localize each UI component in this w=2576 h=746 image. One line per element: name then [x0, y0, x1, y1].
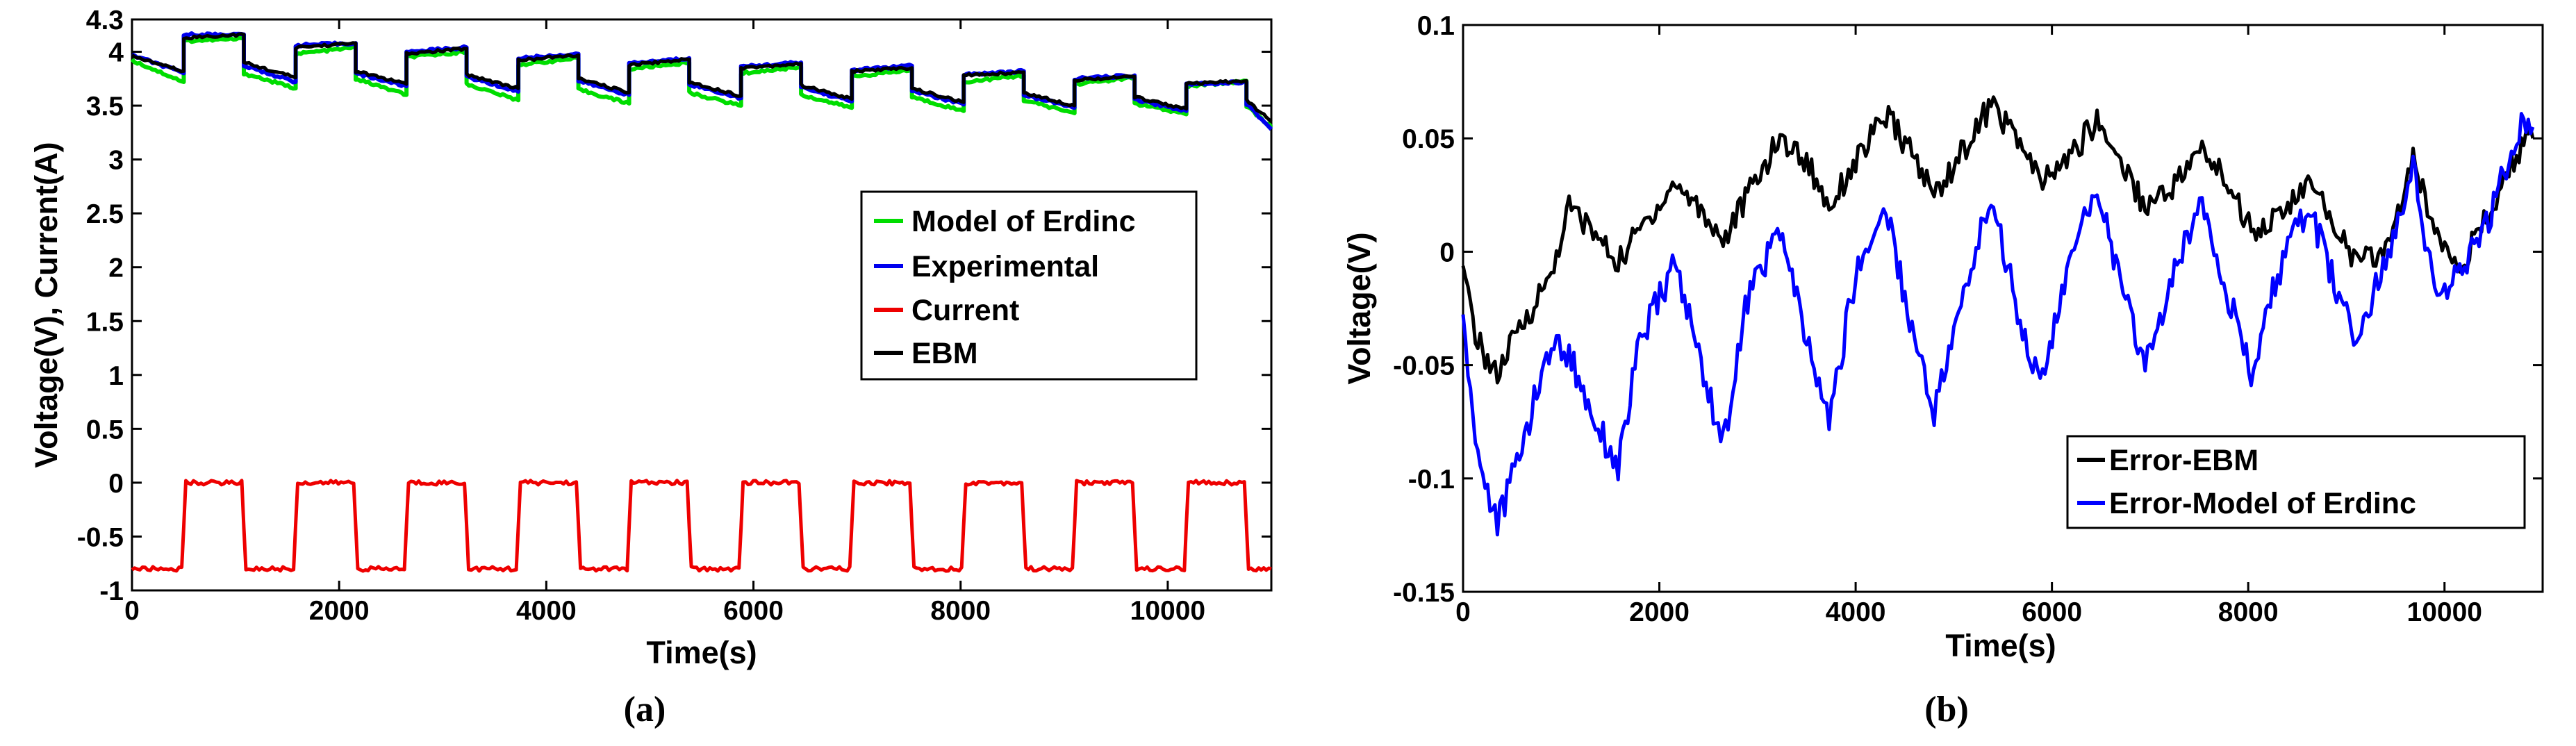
ytick-label-a-1: -0.5	[77, 522, 124, 552]
panel-a-series-group	[130, 31, 1273, 573]
ytick-label-a-9: 3.5	[86, 92, 124, 122]
xtick-label-a-4: 8000	[930, 596, 991, 626]
error-model-of-erdinc-line	[1461, 112, 2535, 537]
ytick-label-a-2: 0	[108, 469, 124, 499]
legend-label-ebm: EBM	[911, 337, 978, 370]
ytick-label-b-4: 0.05	[1402, 124, 1455, 154]
ebm-line	[131, 32, 1273, 124]
model-of-erdinc-line	[130, 35, 1273, 129]
xtick-label-b-5: 10000	[2407, 597, 2482, 627]
ytick-label-b-2: -0.05	[1393, 351, 1455, 381]
ytick-label-a-6: 2	[108, 254, 124, 283]
ytick-label-a-8: 3	[108, 146, 124, 176]
ytick-label-a-5: 1.5	[86, 307, 124, 337]
xtick-label-b-3: 6000	[2022, 597, 2082, 627]
xtick-label-b-2: 4000	[1826, 597, 1886, 627]
ytick-label-b-3: 0	[1439, 238, 1455, 267]
xtick-label-b-0: 0	[1455, 597, 1471, 627]
panel-a-legend: Model of Erdinc Experimental Current EBM	[860, 190, 1198, 381]
current-line	[131, 479, 1272, 573]
panel-b: 0 2000 4000 6000 8000 10000 -0.15 -0.1 -0.05 0 0.0…	[1341, 11, 2544, 729]
panel-b-caption: (b)	[1924, 690, 1969, 729]
xtick-label-a-2: 4000	[516, 596, 577, 626]
legend-label-error-model-of-erdinc: Error-Model of Erdinc	[2109, 487, 2416, 520]
ytick-label-a-10: 4	[108, 38, 124, 68]
legend-label-current: Current	[911, 294, 1019, 327]
legend-label-error-ebm: Error-EBM	[2109, 444, 2259, 477]
ytick-label-a-3: 0.5	[86, 415, 124, 445]
xtick-label-a-3: 6000	[723, 596, 784, 626]
panel-a-xlabel: Time(s)	[646, 635, 757, 670]
xtick-label-b-1: 2000	[1629, 597, 1690, 627]
panel-b-series-group	[1461, 95, 2535, 537]
ytick-label-b-0: -0.15	[1393, 578, 1455, 608]
panel-a: 0 2000 4000 6000 8000 10000 -1 -0.5 0 0.5 1 1.5 2 2.5…	[28, 6, 1273, 729]
ytick-label-a-7: 2.5	[86, 199, 124, 229]
ytick-label-a-11: 4.3	[86, 6, 124, 35]
xtick-label-a-5: 10000	[1130, 596, 1205, 626]
ytick-label-a-4: 1	[108, 361, 124, 391]
panel-b-legend: Error-EBM Error-Model of Erdinc	[2066, 435, 2526, 529]
xtick-label-b-4: 8000	[2218, 597, 2279, 627]
error-ebm-line	[1461, 95, 2535, 385]
panel-a-ylabel: Voltage(V), Current(A)	[28, 142, 64, 467]
legend-label-model-of-erdinc: Model of Erdinc	[911, 205, 1136, 238]
panel-b-xlabel: Time(s)	[1945, 628, 2056, 663]
legend-label-experimental: Experimental	[911, 250, 1099, 283]
ytick-label-b-1: -0.1	[1408, 465, 1455, 495]
xtick-label-a-1: 2000	[309, 596, 370, 626]
panel-b-legend-box	[2066, 435, 2526, 529]
panel-a-caption: (a)	[624, 690, 666, 729]
panel-b-ylabel: Voltage(V)	[1341, 232, 1377, 384]
ytick-label-b-5: 0.1	[1417, 11, 1455, 41]
xtick-label-a-0: 0	[124, 596, 140, 626]
ytick-label-a-0: -1	[99, 577, 124, 606]
panel-a-legend-box	[860, 190, 1198, 381]
